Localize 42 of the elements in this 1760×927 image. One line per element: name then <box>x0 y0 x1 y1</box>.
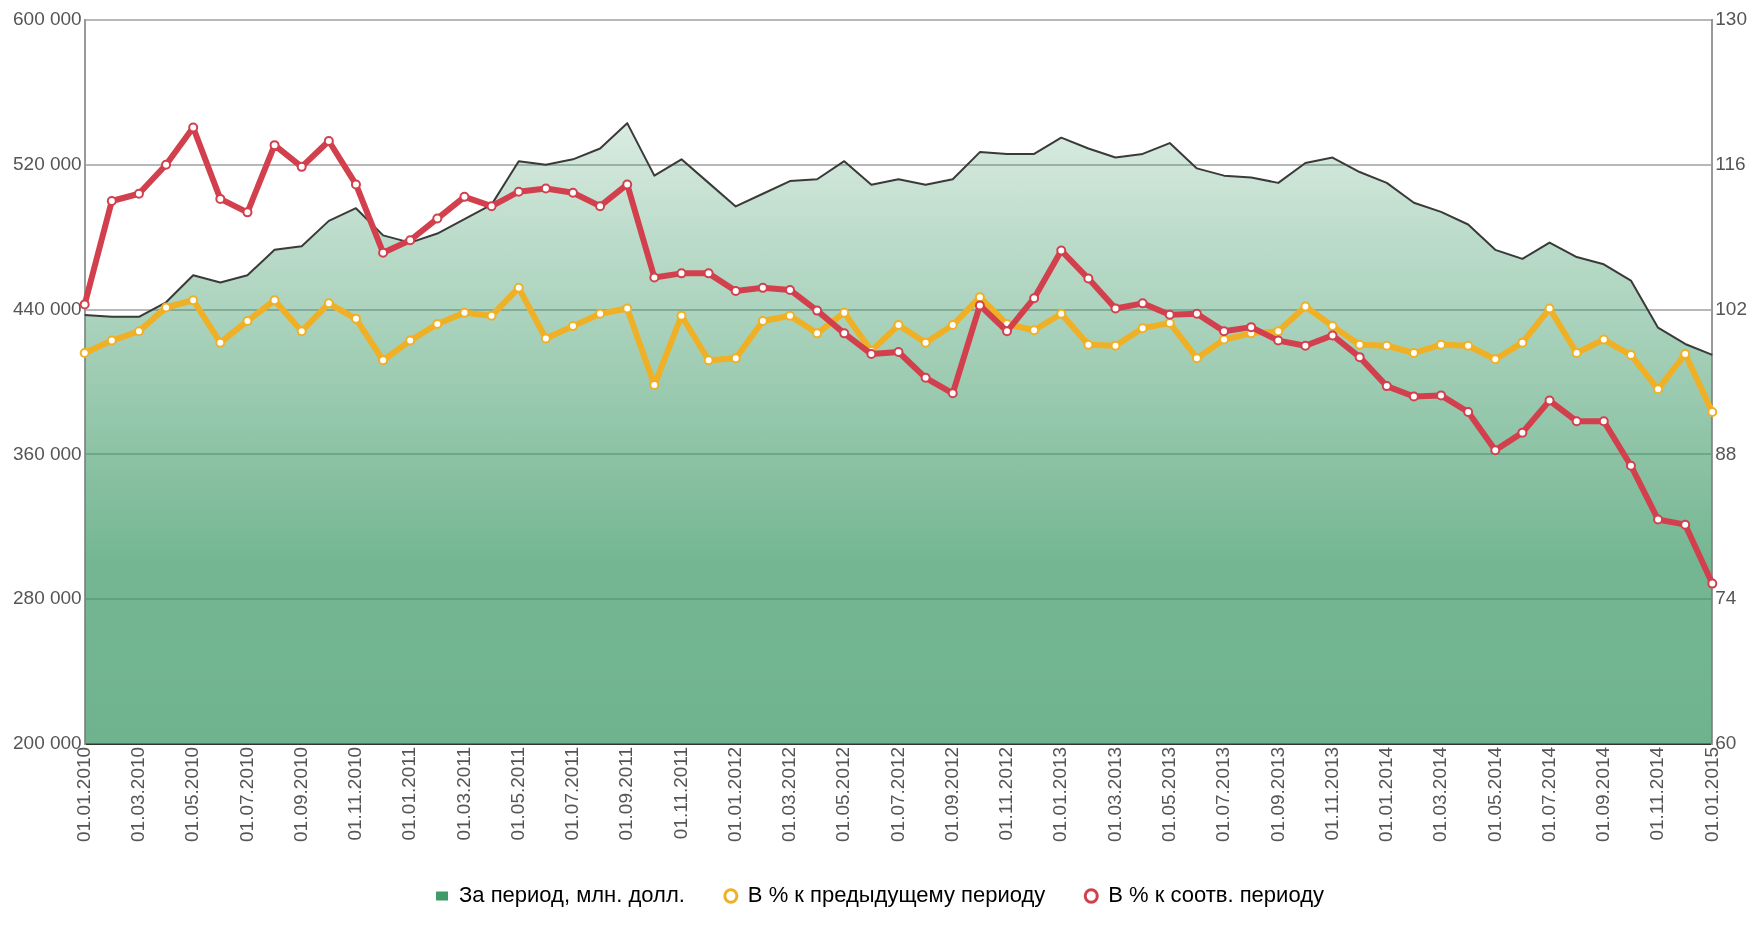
x-tick-label: 01.01.2011 <box>398 746 420 841</box>
legend-label: В % к соотв. периоду <box>1108 882 1324 908</box>
x-tick-label: 01.09.2012 <box>940 746 962 842</box>
x-tick-label: 01.11.2013 <box>1320 746 1342 841</box>
x-tick-label: 01.11.2010 <box>344 746 366 841</box>
y-tick-label: 440 000 <box>12 297 82 319</box>
x-tick-label: 01.11.2011 <box>669 746 691 840</box>
x-tick-label: 01.07.2011 <box>561 746 583 841</box>
legend-label: В % к предыдущему периоду <box>747 882 1046 908</box>
x-tick-label: 01.07.2012 <box>886 746 908 842</box>
x-tick-label: 01.05.2012 <box>832 746 854 842</box>
x-tick-label: 01.05.2014 <box>1483 746 1505 842</box>
y2-tick-label: 74 <box>1715 587 1737 609</box>
y2-tick-label: 130 <box>1715 8 1747 30</box>
x-tick-label: 01.05.2013 <box>1157 746 1179 842</box>
x-tick-label: 01.05.2011 <box>506 746 528 841</box>
y2-tick-label: 102 <box>1715 297 1747 319</box>
x-tick-label: 01.05.2010 <box>181 746 203 842</box>
x-tick-label: 01.03.2010 <box>127 746 149 842</box>
x-tick-label: 01.03.2014 <box>1429 746 1451 842</box>
x-tick-label: 01.07.2010 <box>235 746 257 842</box>
x-tick-label: 01.09.2014 <box>1592 746 1614 842</box>
y2-tick-label: 116 <box>1715 153 1746 175</box>
y2-tick-label: 88 <box>1715 442 1737 464</box>
legend-label: За период, млн. долл. <box>459 882 685 908</box>
x-tick-label: 01.09.2013 <box>1266 746 1288 842</box>
y-tick-label: 600 000 <box>12 8 82 30</box>
x-tick-label: 01.09.2011 <box>615 746 637 841</box>
y-tick-label: 280 000 <box>12 587 82 609</box>
x-tick-label: 01.07.2013 <box>1212 746 1234 842</box>
x-tick-label: 01.11.2014 <box>1646 746 1668 841</box>
x-tick-label: 01.09.2010 <box>289 746 311 842</box>
x-tick-label: 01.03.2013 <box>1103 746 1125 842</box>
y-tick-label: 520 000 <box>12 153 82 175</box>
y-tick-label: 360 000 <box>12 442 82 464</box>
x-tick-label: 01.03.2011 <box>452 746 474 841</box>
x-tick-label: 01.01.2012 <box>723 746 745 842</box>
x-tick-label: 01.03.2012 <box>778 746 800 842</box>
x-tick-label: 01.11.2012 <box>995 746 1017 841</box>
x-tick-label: 01.01.2013 <box>1049 746 1071 842</box>
x-tick-label: 01.07.2014 <box>1537 746 1559 842</box>
x-tick-label: 01.01.2014 <box>1375 746 1397 842</box>
